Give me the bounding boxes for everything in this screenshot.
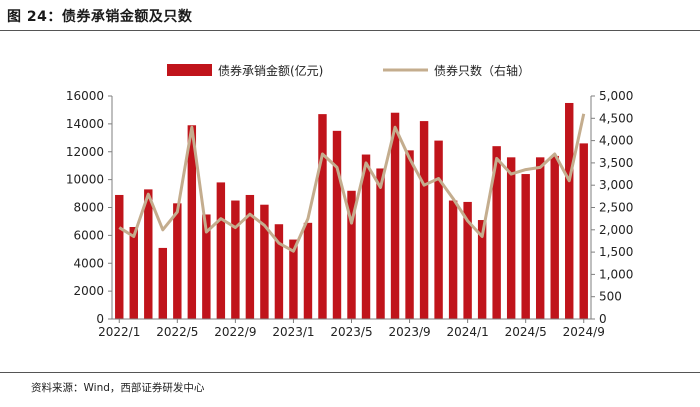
chart-legend: 债券承销金额(亿元) 债券只数（右轴）	[167, 63, 530, 78]
x-tick-label: 2022/9	[214, 325, 256, 339]
figure-title: 图 24：债券承销金额及只数	[7, 9, 193, 25]
bar	[245, 194, 255, 319]
bar	[521, 174, 530, 319]
x-tick-label: 2023/1	[272, 325, 314, 339]
bar	[492, 146, 501, 319]
bar	[448, 200, 458, 319]
bar	[260, 204, 269, 319]
bar	[565, 102, 574, 319]
x-tick-label: 2024/9	[563, 325, 605, 339]
title-divider	[0, 30, 700, 31]
x-tick-label: 2022/5	[156, 325, 198, 339]
bar	[173, 203, 182, 319]
right-tick-label: 1,000	[599, 267, 633, 281]
left-axis-ticks: 0 2000 4000 6000 8000 10000 12000 14000 16000	[66, 89, 112, 326]
bar	[376, 168, 385, 319]
bar	[361, 154, 371, 319]
bar	[274, 224, 284, 319]
bar	[332, 130, 342, 319]
left-tick-label: 16000	[66, 89, 104, 103]
legend-bar-label: 债券承销金额(亿元)	[218, 63, 323, 78]
bar	[390, 112, 400, 319]
bar	[579, 143, 588, 319]
bar	[216, 182, 226, 319]
right-tick-label: 500	[599, 290, 622, 304]
left-tick-label: 14000	[66, 117, 104, 131]
bar	[405, 150, 414, 319]
left-tick-label: 6000	[73, 228, 104, 242]
bar	[419, 121, 429, 319]
bar	[550, 155, 559, 319]
bar	[129, 227, 138, 319]
x-tick-label: 2022/1	[98, 325, 140, 339]
legend-line-label: 债券只数（右轴）	[434, 63, 530, 78]
left-tick-label: 10000	[66, 173, 104, 187]
x-tick-label: 2023/9	[388, 325, 430, 339]
combo-chart: 债券承销金额(亿元) 债券只数（右轴） 0 2000 4000 6000 8000 100…	[66, 63, 634, 339]
bar	[506, 157, 516, 319]
right-tick-label: 3,000	[599, 178, 633, 192]
bar	[303, 222, 313, 319]
right-tick-label: 1,500	[599, 245, 633, 259]
bar-series	[115, 102, 588, 320]
bar	[289, 239, 298, 319]
x-tick-label: 2024/1	[447, 325, 489, 339]
source-note: 资料来源：Wind，西部证券研发中心	[31, 382, 205, 394]
x-axis-ticks: 2022/1 2022/5 2022/9 2023/1 2023/5 2023/9 2024…	[98, 319, 605, 339]
left-tick-label: 0	[96, 312, 104, 326]
bar	[187, 125, 197, 320]
legend-bar-swatch	[167, 64, 212, 76]
bar	[477, 220, 487, 319]
bar	[115, 194, 124, 319]
x-tick-label: 2024/5	[505, 325, 547, 339]
right-tick-label: 2,000	[599, 223, 633, 237]
bar	[318, 114, 327, 320]
right-tick-label: 5,000	[599, 89, 633, 103]
left-tick-label: 2000	[73, 284, 104, 298]
bar	[347, 190, 356, 319]
bar	[144, 189, 153, 319]
bar	[434, 140, 443, 319]
bar	[202, 214, 211, 319]
right-tick-label: 4,000	[599, 134, 633, 148]
bar	[463, 201, 472, 319]
left-tick-label: 12000	[66, 145, 104, 159]
right-axis-ticks: 0 500 1,000 1,500 2,000 2,500 3,000 3,500 4,000 4…	[591, 89, 633, 326]
right-tick-label: 3,500	[599, 156, 633, 170]
right-tick-label: 2,500	[599, 201, 633, 215]
bar	[535, 157, 545, 319]
x-tick-label: 2023/5	[330, 325, 372, 339]
footer-divider	[0, 372, 700, 373]
left-tick-label: 4000	[73, 256, 104, 270]
bar	[158, 247, 168, 319]
bar	[231, 200, 240, 319]
left-tick-label: 8000	[73, 201, 104, 215]
line-series	[118, 113, 586, 253]
right-tick-label: 4,500	[599, 111, 633, 125]
right-tick-label: 0	[599, 312, 607, 326]
